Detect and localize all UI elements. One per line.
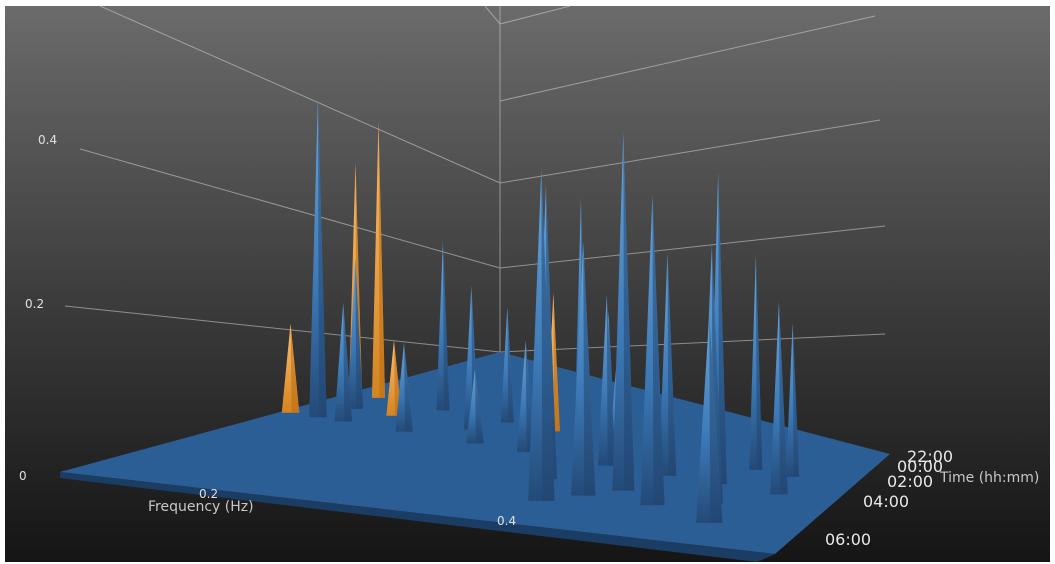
time-tick-label: 00:00 [897, 457, 943, 476]
surface-peak-shade [404, 342, 413, 432]
surface-peak-shade [755, 254, 763, 470]
time-tick-label: 06:00 [825, 530, 871, 549]
grid-line [79, 148, 501, 269]
z-tick-label: 0.2 [25, 297, 44, 311]
surface-peak-shade [553, 292, 560, 432]
grid-line [499, 6, 571, 25]
grid-lines [64, 6, 886, 353]
grid-line [99, 6, 501, 184]
surface-peak-shade [394, 340, 402, 416]
grid-line [499, 15, 876, 102]
grid-line [484, 6, 501, 25]
surface-floor-front [60, 472, 775, 562]
x-tick-label: 0.2 [199, 487, 218, 501]
surface-peak-shade [667, 252, 677, 476]
surface-peak-shade [290, 323, 300, 413]
surface-peak-shade [317, 97, 327, 418]
surface-peak-shade [541, 169, 555, 501]
time-axis-title: Time (hh:mm) [939, 470, 1039, 486]
surface-peak-shade [718, 172, 727, 485]
grid-line [64, 305, 501, 353]
grid-line [499, 333, 886, 353]
surface-peak-shade [355, 257, 364, 409]
surface-peak-shade [606, 294, 616, 466]
surface-plot[interactable]: 0 0.2 0.4 0.2 0.4 Frequency (Hz) 22:00 0… [5, 6, 1050, 562]
time-axis: 22:00 00:00 02:00 04:00 06:00 Time (hh:m… [825, 447, 1039, 549]
surface-peak-shade [378, 121, 386, 398]
surface-peak-shade [623, 132, 635, 491]
surface-floor [60, 352, 890, 554]
time-tick-label: 04:00 [863, 492, 909, 511]
time-tick-label: 22:00 [907, 447, 953, 466]
surface-peak-shade [442, 241, 450, 411]
z-tick-label: 0.4 [38, 133, 57, 147]
surface-peak-shade [583, 242, 596, 496]
x-tick-label: 0.4 [497, 514, 516, 528]
grid-line [499, 225, 886, 269]
surface-peak-shade [343, 302, 353, 422]
x-axis-title: Frequency (Hz) [148, 499, 254, 515]
surface-peak-shade [652, 195, 665, 506]
surface-peak-shade [778, 301, 788, 495]
x-axis: 0.2 0.4 Frequency (Hz) [148, 487, 516, 528]
surface-peak-shade [709, 315, 723, 523]
grid-line [499, 119, 881, 184]
time-tick-label: 02:00 [887, 472, 933, 491]
surface-peaks [281, 97, 800, 523]
surface-peak-shade [792, 323, 800, 477]
z-tick-label: 0 [19, 469, 27, 483]
z-axis: 0 0.2 0.4 [19, 133, 57, 483]
surface-peak-shade [474, 369, 484, 444]
